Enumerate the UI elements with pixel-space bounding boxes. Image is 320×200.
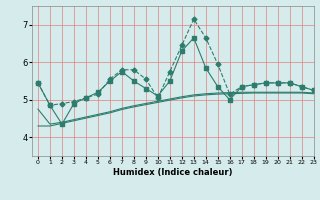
X-axis label: Humidex (Indice chaleur): Humidex (Indice chaleur) [113,168,233,177]
